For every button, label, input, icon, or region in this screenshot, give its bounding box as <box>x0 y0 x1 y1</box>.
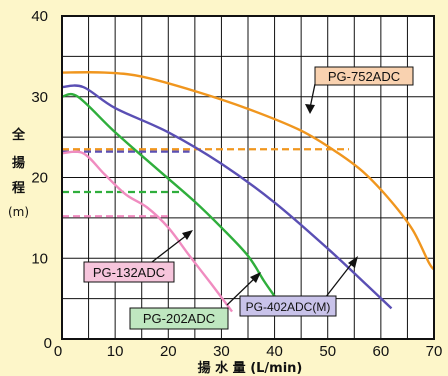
grid <box>62 16 434 339</box>
x-axis-title: 揚 水 量 (L/min) <box>198 360 303 376</box>
label-pg402: PG-402ADC(M) <box>239 256 358 317</box>
label-pg202: PG-202ADC <box>129 272 261 330</box>
y-tick-label: 10 <box>31 250 48 267</box>
plot-frame <box>61 15 435 340</box>
x-tick-label: 20 <box>160 343 177 360</box>
curve-PG-752ADC <box>61 71 435 271</box>
ylabel-unit: (m) <box>8 205 29 219</box>
x-tick-label: 0 <box>54 343 62 360</box>
x-tick-label: 10 <box>107 343 124 360</box>
curve-PG-132ADC <box>61 150 234 313</box>
x-tick-label: 40 <box>266 343 283 360</box>
ylabel-char: 程 <box>12 181 25 196</box>
label-pg132: PG-132ADC <box>83 230 193 283</box>
curve-PG-202ADC <box>61 92 276 297</box>
y-tick-label: 20 <box>31 170 48 187</box>
ylabel-char: 揚 <box>12 155 25 171</box>
y-tick-label: 0 <box>44 335 52 352</box>
performance-curves <box>61 71 435 313</box>
x-tick-label: 70 <box>426 343 443 360</box>
ylabel-char: 全 <box>11 127 26 143</box>
curve-PG-402ADC(M) <box>61 84 393 310</box>
series-label-0: PG-752ADC <box>328 69 400 84</box>
series-label-1: PG-402ADC(M) <box>246 300 331 314</box>
x-tick-label: 30 <box>213 343 230 360</box>
label-pg752: PG-752ADC <box>305 66 414 114</box>
series-label-2: PG-202ADC <box>143 311 215 326</box>
tick-labels: 0 10 20 30 40 50 60 70 10 20 30 40 0 <box>31 8 442 360</box>
y-tick-label: 30 <box>31 89 48 106</box>
series-labels: PG-752ADC PG-132ADC PG-202ADC PG-402ADC(… <box>83 66 414 330</box>
series-label-3: PG-132ADC <box>93 265 165 280</box>
y-tick-label: 40 <box>31 8 48 25</box>
x-tick-label: 50 <box>319 343 336 360</box>
axis-titles: 全 揚 程 (m) 揚 水 量 (L/min) <box>8 127 302 376</box>
x-tick-label: 60 <box>373 343 390 360</box>
